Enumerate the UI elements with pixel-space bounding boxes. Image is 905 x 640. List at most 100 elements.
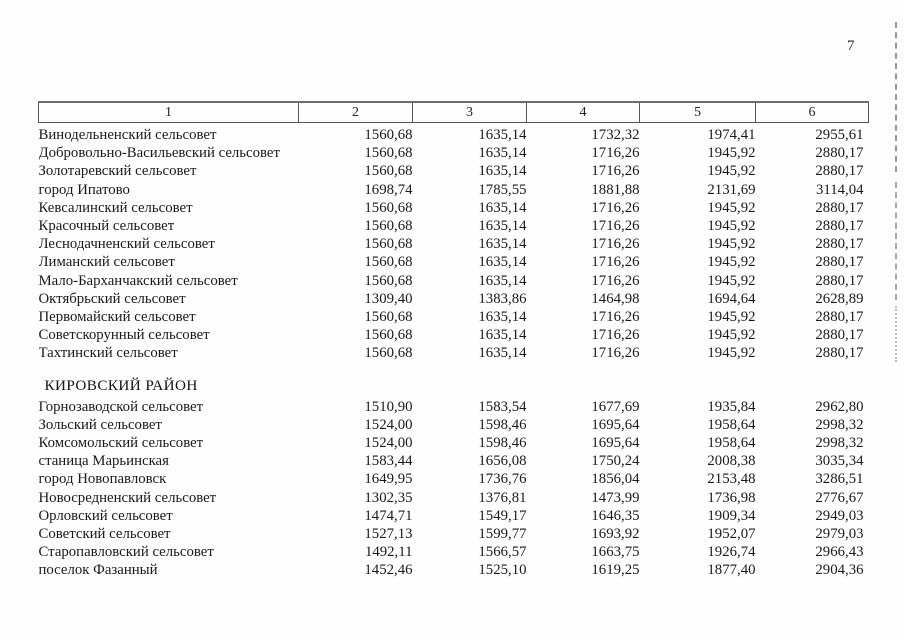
rate-value-cell: 1935,84: [707, 398, 756, 415]
settlement-name-cell: Первомайский сельсовет: [38, 309, 196, 326]
rate-value-cell: 2880,17: [815, 163, 864, 180]
section-spacer: [39, 363, 869, 374]
table-row: Первомайский сельсовет 1560,68 1635,14 1716…: [39, 308, 869, 326]
rate-value-cell: 1635,14: [478, 236, 527, 253]
settlement-name-cell: Кевсалинский сельсовет: [38, 199, 193, 216]
settlement-name-cell: Горнозаводской сельсовет: [38, 398, 204, 415]
rate-value-cell: 1716,26: [591, 163, 640, 180]
rate-value-cell: 1716,26: [591, 272, 640, 289]
tariff-table: 1 2 3 4 5 6 Винодельненский сельсовет 156…: [38, 101, 869, 580]
settlement-name-cell: поселок Фазанный: [38, 562, 158, 579]
rate-value-cell: 1619,25: [591, 562, 640, 579]
rate-value-cell: 1736,76: [478, 471, 527, 488]
settlement-name-cell: Октябрьский сельсовет: [38, 290, 186, 307]
rate-value-cell: 1974,41: [707, 127, 756, 143]
rate-value-cell: 1952,07: [707, 526, 756, 543]
rate-value-cell: 1958,64: [707, 416, 756, 433]
column-header: 5: [639, 101, 756, 123]
settlement-name-cell: Новосредненский сельсовет: [38, 489, 217, 506]
rate-value-cell: 1524,00: [364, 416, 413, 433]
rate-value-cell: 1716,26: [591, 309, 640, 326]
rate-value-cell: 1877,40: [707, 562, 756, 579]
rate-value-cell: 1525,10: [478, 562, 527, 579]
rate-value-cell: 1649,95: [364, 471, 413, 488]
column-header: 1: [38, 101, 299, 123]
scan-edge-mark: [895, 182, 897, 300]
rate-value-cell: 1945,92: [707, 254, 756, 271]
rate-value-cell: 1909,34: [707, 507, 756, 524]
table-row: Мало-Барханчакский сельсовет 1560,68 1635,…: [39, 272, 869, 290]
rate-value-cell: 1560,68: [364, 345, 413, 362]
rate-value-cell: 1716,26: [591, 218, 640, 235]
rate-value-cell: 1732,32: [591, 127, 640, 143]
rate-value-cell: 2776,67: [815, 489, 864, 506]
table-row: Золотаревский сельсовет 1560,68 1635,14 171…: [39, 162, 869, 180]
rate-value-cell: 1524,00: [364, 435, 413, 452]
rate-value-cell: 2880,17: [815, 345, 864, 362]
rate-value-cell: 1785,55: [478, 181, 527, 198]
rate-value-cell: 2998,32: [815, 416, 864, 433]
settlement-name-cell: Золотаревский сельсовет: [38, 163, 197, 180]
rate-value-cell: 1560,68: [364, 327, 413, 344]
settlement-name-cell: Мало-Барханчакский сельсовет: [38, 272, 238, 289]
rate-value-cell: 2008,38: [707, 453, 756, 470]
table-body: Винодельненский сельсовет 1560,68 1635,14 1…: [39, 123, 869, 580]
rate-value-cell: 1677,69: [591, 398, 640, 415]
rate-value-cell: 1881,88: [591, 181, 640, 198]
rate-value-cell: 2962,80: [815, 398, 864, 415]
rate-value-cell: 2880,17: [815, 218, 864, 235]
rate-value-cell: 2628,89: [815, 290, 864, 307]
table-row: город Ипатово 1698,74 1785,55 1881,88 2131,6…: [39, 181, 869, 199]
table-row: Орловский сельсовет 1474,71 1549,17 1646,35…: [39, 507, 869, 525]
rate-value-cell: 1945,92: [707, 236, 756, 253]
rate-value-cell: 1560,68: [364, 145, 413, 162]
rate-value-cell: 1716,26: [591, 236, 640, 253]
rate-value-cell: 2131,69: [707, 181, 756, 198]
rate-value-cell: 1560,68: [364, 272, 413, 289]
rate-value-cell: 3114,04: [815, 181, 864, 198]
scan-edge-mark: [895, 22, 897, 172]
table-row: Комсомольский сельсовет 1524,00 1598,46 169…: [39, 434, 869, 452]
table-row: Старопавловский сельсовет 1492,11 1566,57 1…: [39, 543, 869, 561]
rate-value-cell: 1510,90: [364, 398, 413, 415]
column-header: 3: [412, 101, 527, 123]
rate-value-cell: 1750,24: [591, 453, 640, 470]
settlement-name-cell: Леснодачненский сельсовет: [38, 236, 215, 253]
rate-value-cell: 1926,74: [707, 544, 756, 561]
rate-value-cell: 1945,92: [707, 145, 756, 162]
rate-value-cell: 1560,68: [364, 163, 413, 180]
settlement-name-cell: Добровольно-Васильевский сельсовет: [38, 145, 280, 162]
table-row: Добровольно-Васильевский сельсовет 1560,6…: [39, 144, 869, 162]
rate-value-cell: 1464,98: [591, 290, 640, 307]
settlement-name-cell: Орловский сельсовет: [38, 507, 173, 524]
rate-value-cell: 1309,40: [364, 290, 413, 307]
table-row: Тахтинский сельсовет 1560,68 1635,14 1716,2…: [39, 344, 869, 362]
rate-value-cell: 1383,86: [478, 290, 527, 307]
settlement-name-cell: Зольский сельсовет: [38, 416, 162, 433]
rate-value-cell: 1646,35: [591, 507, 640, 524]
rate-value-cell: 1693,92: [591, 526, 640, 543]
rate-value-cell: 1635,14: [478, 127, 527, 143]
rate-value-cell: 2880,17: [815, 145, 864, 162]
settlement-name-cell: станица Марьинская: [38, 453, 169, 470]
rate-value-cell: 1656,08: [478, 453, 527, 470]
rate-value-cell: 1698,74: [364, 181, 413, 198]
rate-value-cell: 2880,17: [815, 199, 864, 216]
rate-value-cell: 1599,77: [478, 526, 527, 543]
rate-value-cell: 1598,46: [478, 435, 527, 452]
rate-value-cell: 1560,68: [364, 309, 413, 326]
table-row: город Новопавловск 1649,95 1736,76 1856,04 2…: [39, 470, 869, 488]
rate-value-cell: 1635,14: [478, 218, 527, 235]
rate-value-cell: 1945,92: [707, 199, 756, 216]
rate-value-cell: 2880,17: [815, 309, 864, 326]
rate-value-cell: 2998,32: [815, 435, 864, 452]
rate-value-cell: 1945,92: [707, 272, 756, 289]
table-row: Красочный сельсовет 1560,68 1635,14 1716,26…: [39, 217, 869, 235]
rate-value-cell: 1635,14: [478, 345, 527, 362]
section-heading: КИРОВСКИЙ РАЙОН: [44, 376, 198, 394]
table-row: поселок Фазанный 1452,46 1525,10 1619,25 187…: [39, 561, 869, 579]
rate-value-cell: 1945,92: [707, 345, 756, 362]
rate-value-cell: 1598,46: [478, 416, 527, 433]
rate-value-cell: 1635,14: [478, 145, 527, 162]
